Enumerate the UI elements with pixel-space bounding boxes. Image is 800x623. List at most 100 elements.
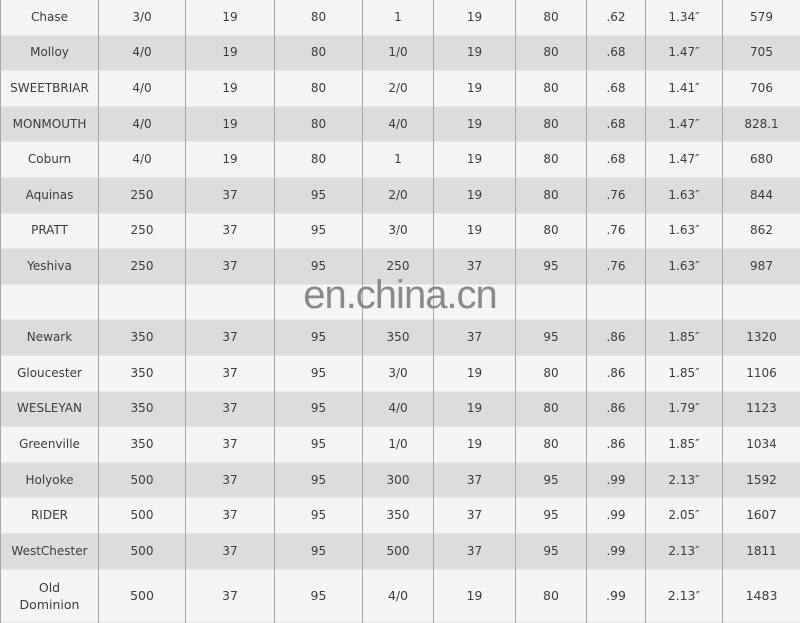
table-cell: 19 — [186, 35, 275, 71]
table-cell — [275, 284, 363, 320]
table-cell: 350 — [99, 391, 186, 427]
table-cell: 1.47″ — [646, 106, 723, 142]
row-name-cell: Newark — [1, 320, 99, 356]
table-cell: 706 — [723, 71, 800, 107]
table-cell: 1.41″ — [646, 71, 723, 107]
table-cell: 19 — [434, 391, 516, 427]
table-cell: .99 — [587, 569, 646, 622]
table-cell: 95 — [275, 391, 363, 427]
table-cell: 80 — [516, 213, 587, 249]
table-cell: 350 — [99, 355, 186, 391]
row-name-cell: Old Dominion — [1, 569, 99, 622]
table-cell: 250 — [363, 249, 434, 285]
table-cell: 80 — [275, 35, 363, 71]
table-cell: 19 — [434, 177, 516, 213]
table-cell: 1592 — [723, 462, 800, 498]
table-cell: 4/0 — [99, 71, 186, 107]
table-cell: 80 — [516, 427, 587, 463]
table-cell: 37 — [434, 533, 516, 569]
table-cell: .68 — [587, 106, 646, 142]
row-name-cell: WestChester — [1, 533, 99, 569]
table-cell: 95 — [275, 355, 363, 391]
table-cell: .99 — [587, 533, 646, 569]
table-cell: 95 — [275, 427, 363, 463]
table-cell: 80 — [516, 391, 587, 427]
table-cell: 1607 — [723, 498, 800, 534]
table-cell: 3/0 — [363, 355, 434, 391]
table-cell: 1.47″ — [646, 142, 723, 178]
table-cell: 350 — [363, 320, 434, 356]
table-cell: 37 — [186, 355, 275, 391]
table-cell: 1.47″ — [646, 35, 723, 71]
table-cell: 1 — [363, 142, 434, 178]
table-cell — [99, 284, 186, 320]
table-cell: 19 — [434, 427, 516, 463]
table-cell: .99 — [587, 498, 646, 534]
table-cell: 80 — [516, 355, 587, 391]
table-cell: .86 — [587, 391, 646, 427]
table-cell: 37 — [434, 320, 516, 356]
table-cell: 705 — [723, 35, 800, 71]
table-cell: 1320 — [723, 320, 800, 356]
table-cell: 19 — [186, 0, 275, 35]
row-name-cell: WESLEYAN — [1, 391, 99, 427]
table-cell: 19 — [434, 106, 516, 142]
table-cell: 3/0 — [99, 0, 186, 35]
table-cell: 1.85″ — [646, 427, 723, 463]
table-cell: 350 — [363, 498, 434, 534]
row-name-cell: Aquinas — [1, 177, 99, 213]
table-cell: 862 — [723, 213, 800, 249]
table-cell: 19 — [434, 569, 516, 622]
table-cell: 95 — [516, 320, 587, 356]
table-cell: 19 — [434, 71, 516, 107]
table-cell: 80 — [275, 142, 363, 178]
table-cell: 95 — [275, 569, 363, 622]
table-cell: 95 — [275, 213, 363, 249]
table-cell: 37 — [186, 213, 275, 249]
table-cell: 1.63″ — [646, 213, 723, 249]
row-name-cell: Coburn — [1, 142, 99, 178]
table-cell: 80 — [516, 71, 587, 107]
table-cell: 2.13″ — [646, 569, 723, 622]
table-cell: 1/0 — [363, 35, 434, 71]
table-cell: 95 — [516, 249, 587, 285]
table-cell: 1/0 — [363, 427, 434, 463]
table-cell: 80 — [516, 0, 587, 35]
table-cell: 37 — [434, 498, 516, 534]
table-cell: 500 — [99, 462, 186, 498]
table-cell — [363, 284, 434, 320]
table-cell: 2.13″ — [646, 533, 723, 569]
table-cell: 95 — [275, 462, 363, 498]
table-cell: 1123 — [723, 391, 800, 427]
table-cell: 80 — [516, 142, 587, 178]
table-cell: 1034 — [723, 427, 800, 463]
table-cell: 4/0 — [99, 142, 186, 178]
table-cell: 350 — [99, 320, 186, 356]
table-cell — [723, 284, 800, 320]
row-name-cell: Gloucester — [1, 355, 99, 391]
table-cell: 37 — [434, 462, 516, 498]
table-cell: .68 — [587, 35, 646, 71]
table-cell: 37 — [186, 427, 275, 463]
table-cell: 1.79″ — [646, 391, 723, 427]
table-cell: 95 — [516, 533, 587, 569]
table-cell: .86 — [587, 355, 646, 391]
table-cell: 19 — [186, 142, 275, 178]
table-cell: 500 — [363, 533, 434, 569]
table-cell: 1.34″ — [646, 0, 723, 35]
table-cell: 300 — [363, 462, 434, 498]
table-cell — [516, 284, 587, 320]
table-cell: 680 — [723, 142, 800, 178]
table-cell: 1106 — [723, 355, 800, 391]
table-cell: 19 — [434, 142, 516, 178]
table-cell: 95 — [275, 498, 363, 534]
table-cell: 4/0 — [99, 106, 186, 142]
row-name-cell: PRATT — [1, 213, 99, 249]
